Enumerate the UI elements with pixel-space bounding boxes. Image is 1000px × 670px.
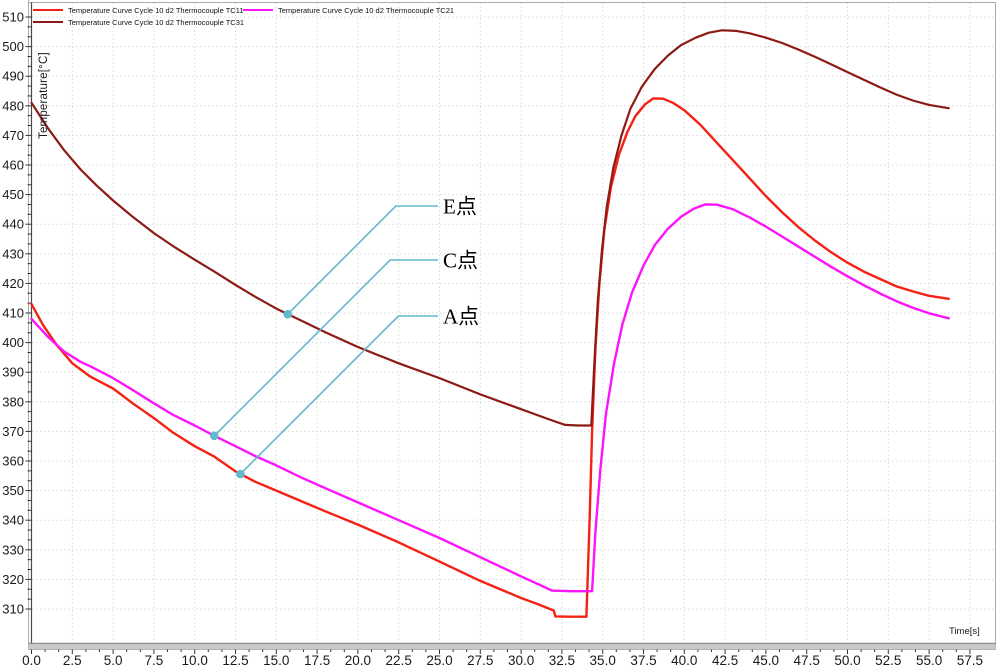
x-tick-label: 10.0 (182, 653, 208, 668)
legend-row-2: Temperature Curve Cycle 10 d2 Thermocoup… (33, 16, 454, 28)
x-tick-label: 42.5 (712, 653, 738, 668)
x-tick-label: 5.0 (104, 653, 123, 668)
legend-label-tc31: Temperature Curve Cycle 10 d2 Thermocoup… (68, 17, 245, 27)
legend: Temperature Curve Cycle 10 d2 Thermocoup… (33, 4, 454, 28)
y-tick-labels: 510 500 490 480 470 460 450 440 430 420 410 400 390 3… (2, 10, 24, 617)
y-tick-label: 420 (2, 276, 24, 291)
legend-item-tc11: Temperature Curve Cycle 10 d2 Thermocoup… (33, 5, 244, 15)
annotation-label: A点 (443, 305, 479, 329)
x-tick-label: 30.0 (508, 653, 534, 668)
annotation-A: A点 (236, 305, 479, 479)
series-line-tc11 (30, 97, 950, 618)
x-tick-label: 45.0 (753, 653, 779, 668)
x-tick-label: 12.5 (222, 653, 248, 668)
x-tick-label: 50.0 (834, 653, 860, 668)
legend-swatch-tc11 (33, 9, 63, 11)
series-line-tc31 (30, 29, 950, 427)
annotation-E: E点 (283, 195, 477, 319)
annotation-label: C点 (443, 249, 478, 273)
callout-line (213, 259, 438, 437)
y-tick-label: 330 (2, 542, 24, 557)
annotation-C: C点 (209, 249, 478, 441)
annotation-label: E点 (443, 195, 477, 219)
y-tick-label: 400 (2, 335, 24, 350)
callout-dot (209, 431, 219, 441)
x-tick-label: 32.5 (549, 653, 575, 668)
legend-label-tc21: Temperature Curve Cycle 10 d2 Thermocoup… (278, 5, 455, 15)
y-tick-label: 360 (2, 454, 24, 469)
y-tick-label: 470 (2, 128, 24, 143)
x-tick-label: 17.5 (304, 653, 330, 668)
plot-frame (28, 0, 996, 650)
x-tick-label: 20.0 (345, 653, 371, 668)
x-tick-label: 55.0 (916, 653, 942, 668)
x-tick-label: 57.5 (957, 653, 983, 668)
callout-dot (236, 469, 245, 479)
y-tick-label: 370 (2, 424, 24, 439)
y-tick-label: 500 (2, 39, 24, 54)
y-tick-label: 310 (2, 602, 24, 617)
y-tick-label: 380 (2, 394, 24, 409)
legend-swatch-tc31 (33, 21, 63, 23)
legend-swatch-tc21 (243, 9, 273, 11)
x-tick-label: 52.5 (875, 653, 901, 668)
y-tick-label: 410 (2, 306, 24, 321)
gridlines (32, 2, 996, 643)
callout-line (287, 205, 438, 315)
x-tick-label: 27.5 (467, 653, 493, 668)
y-tick-label: 510 (2, 10, 24, 25)
tick-marks (25, 16, 971, 654)
legend-row-1: Temperature Curve Cycle 10 d2 Thermocoup… (33, 4, 454, 16)
y-tick-label: 350 (2, 483, 24, 498)
x-tick-label: 47.5 (794, 653, 820, 668)
x-tick-label: 25.0 (426, 653, 452, 668)
y-tick-label: 340 (2, 513, 24, 528)
y-tick-label: 460 (2, 158, 24, 173)
x-tick-label: 15.0 (263, 653, 289, 668)
y-tick-label: 490 (2, 69, 24, 84)
x-axis-title: Time[s] (949, 626, 980, 637)
x-tick-labels: 0.0 2.5 5.0 7.5 10.0 12.5 15.0 17.5 20.0 22.5 25.0… (22, 653, 983, 668)
y-tick-label: 480 (2, 98, 24, 113)
legend-label-tc11: Temperature Curve Cycle 10 d2 Thermocoup… (68, 5, 244, 15)
x-tick-label: 7.5 (145, 653, 164, 668)
y-tick-label: 320 (2, 572, 24, 587)
x-tick-label: 0.0 (22, 653, 41, 668)
x-tick-label: 40.0 (671, 653, 697, 668)
y-tick-label: 390 (2, 365, 24, 380)
y-tick-label: 430 (2, 246, 24, 261)
y-tick-label: 440 (2, 217, 24, 232)
x-tick-label: 35.0 (590, 653, 616, 668)
x-tick-label: 37.5 (630, 653, 656, 668)
legend-item-tc21: Temperature Curve Cycle 10 d2 Thermocoup… (243, 6, 454, 15)
x-tick-label: 22.5 (386, 653, 412, 668)
x-tick-label: 2.5 (63, 653, 82, 668)
y-tick-label: 450 (2, 187, 24, 202)
y-axis-title: Temperature[°C] (38, 52, 50, 139)
series-line-tc21 (30, 203, 950, 593)
bottom-bar (28, 644, 996, 649)
legend-item-tc31: Temperature Curve Cycle 10 d2 Thermocoup… (33, 18, 244, 27)
callout-dot (283, 309, 293, 319)
callout-line (239, 315, 438, 475)
